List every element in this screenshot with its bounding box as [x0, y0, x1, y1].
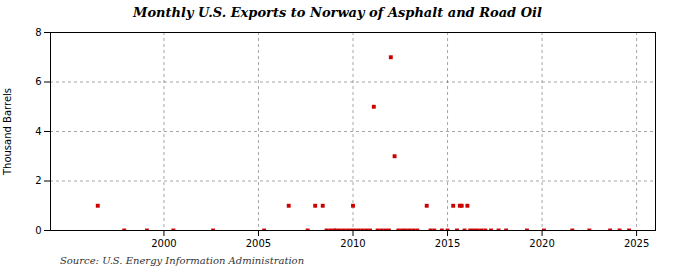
html-text:Source: U.S. Energy Informatio: Source: U.S. Energy Information Administ… [60, 255, 305, 266]
html-text:Monthly U.S. Exports to Norway: Monthly U.S. Exports to Norway of Asphal… [133, 5, 542, 20]
svg-text:Thousand Barrels: Thousand Barrels [2, 88, 13, 176]
svg-text:8: 8 [35, 27, 41, 38]
svg-text:2025: 2025 [624, 238, 649, 249]
svg-text:2020: 2020 [529, 238, 554, 249]
svg-text:2000: 2000 [151, 238, 176, 249]
svg-text:6: 6 [35, 76, 41, 87]
svg-text:4: 4 [35, 126, 41, 137]
svg-text:0: 0 [35, 225, 41, 236]
svg-text:2005: 2005 [246, 238, 271, 249]
svg-text:2010: 2010 [340, 238, 365, 249]
svg-text:2015: 2015 [435, 238, 460, 249]
svg-text:2: 2 [35, 175, 41, 186]
